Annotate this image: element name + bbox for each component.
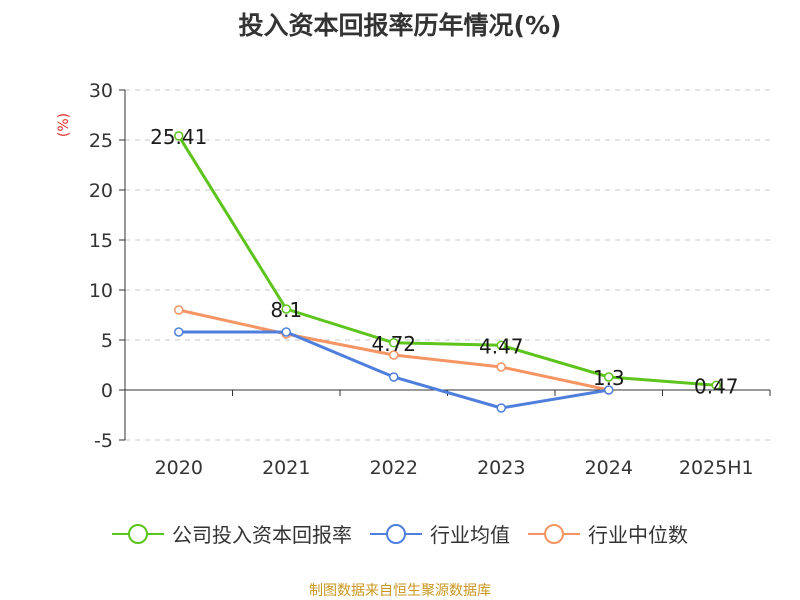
source-note: 制图数据来自恒生聚源数据库 [309,583,491,599]
data-label: 0.47 [694,374,739,398]
data-point [496,362,506,372]
data-point [389,338,399,348]
legend-marker-icon [112,523,164,544]
data-label: 25.41 [150,125,207,149]
series-line [177,135,717,387]
data-label: 8.1 [270,298,302,322]
x-tick-label: 2024 [585,457,633,479]
data-point [389,372,399,382]
y-tick-label: 20 [89,180,113,202]
legend-marker-icon [370,523,422,544]
data-point [604,372,614,382]
legend-item[interactable]: 行业均值 [370,519,510,548]
data-point [281,304,291,314]
legend-label: 行业中位数 [588,523,688,547]
y-tick-label: 30 [89,80,113,102]
chart-title: 投入资本回报率历年情况(%) [238,11,562,40]
grid-lines [125,89,770,441]
data-point [711,380,721,391]
data-label: 4.72 [371,332,416,356]
x-tick-label: 2025H1 [679,457,754,479]
x-tick-label: 2022 [370,457,418,479]
data-labels: 25.41 8.1 4.72 4.47 1.3 0.47 [150,125,738,398]
legend-label: 行业均值 [430,523,510,547]
data-point [174,305,184,315]
data-point [496,340,506,351]
y-tick-label: 5 [101,330,113,352]
data-point [174,131,184,141]
axes: -5 0 5 10 15 20 25 30 (%) 2020 2021 2022 2023 2024 202… [56,80,771,479]
x-tick-label: 2020 [155,457,203,479]
y-tick-label: 25 [89,130,113,152]
legend-item[interactable]: 公司投入资本回报率 [112,519,352,548]
x-tick-label: 2021 [262,457,310,479]
data-label: 4.47 [479,334,524,358]
legend-marker-icon [528,523,580,544]
y-axis-unit: (%) [56,113,72,137]
y-tick-label: 15 [89,230,113,252]
data-point [389,350,399,360]
data-point [604,385,614,395]
data-point [496,403,506,413]
legend: 公司投入资本回报率 行业均值 行业中位数 [0,519,800,548]
data-point [174,327,184,337]
data-label: 1.3 [593,366,625,390]
legend-item[interactable]: 行业中位数 [528,519,688,548]
y-tick-label: 10 [89,280,113,302]
legend-label: 公司投入资本回报率 [172,523,352,547]
y-tick-label: 0 [101,380,113,402]
data-point [281,327,291,337]
series-lines [174,131,721,413]
y-tick-label: -5 [94,430,113,452]
x-tick-label: 2023 [477,457,525,479]
